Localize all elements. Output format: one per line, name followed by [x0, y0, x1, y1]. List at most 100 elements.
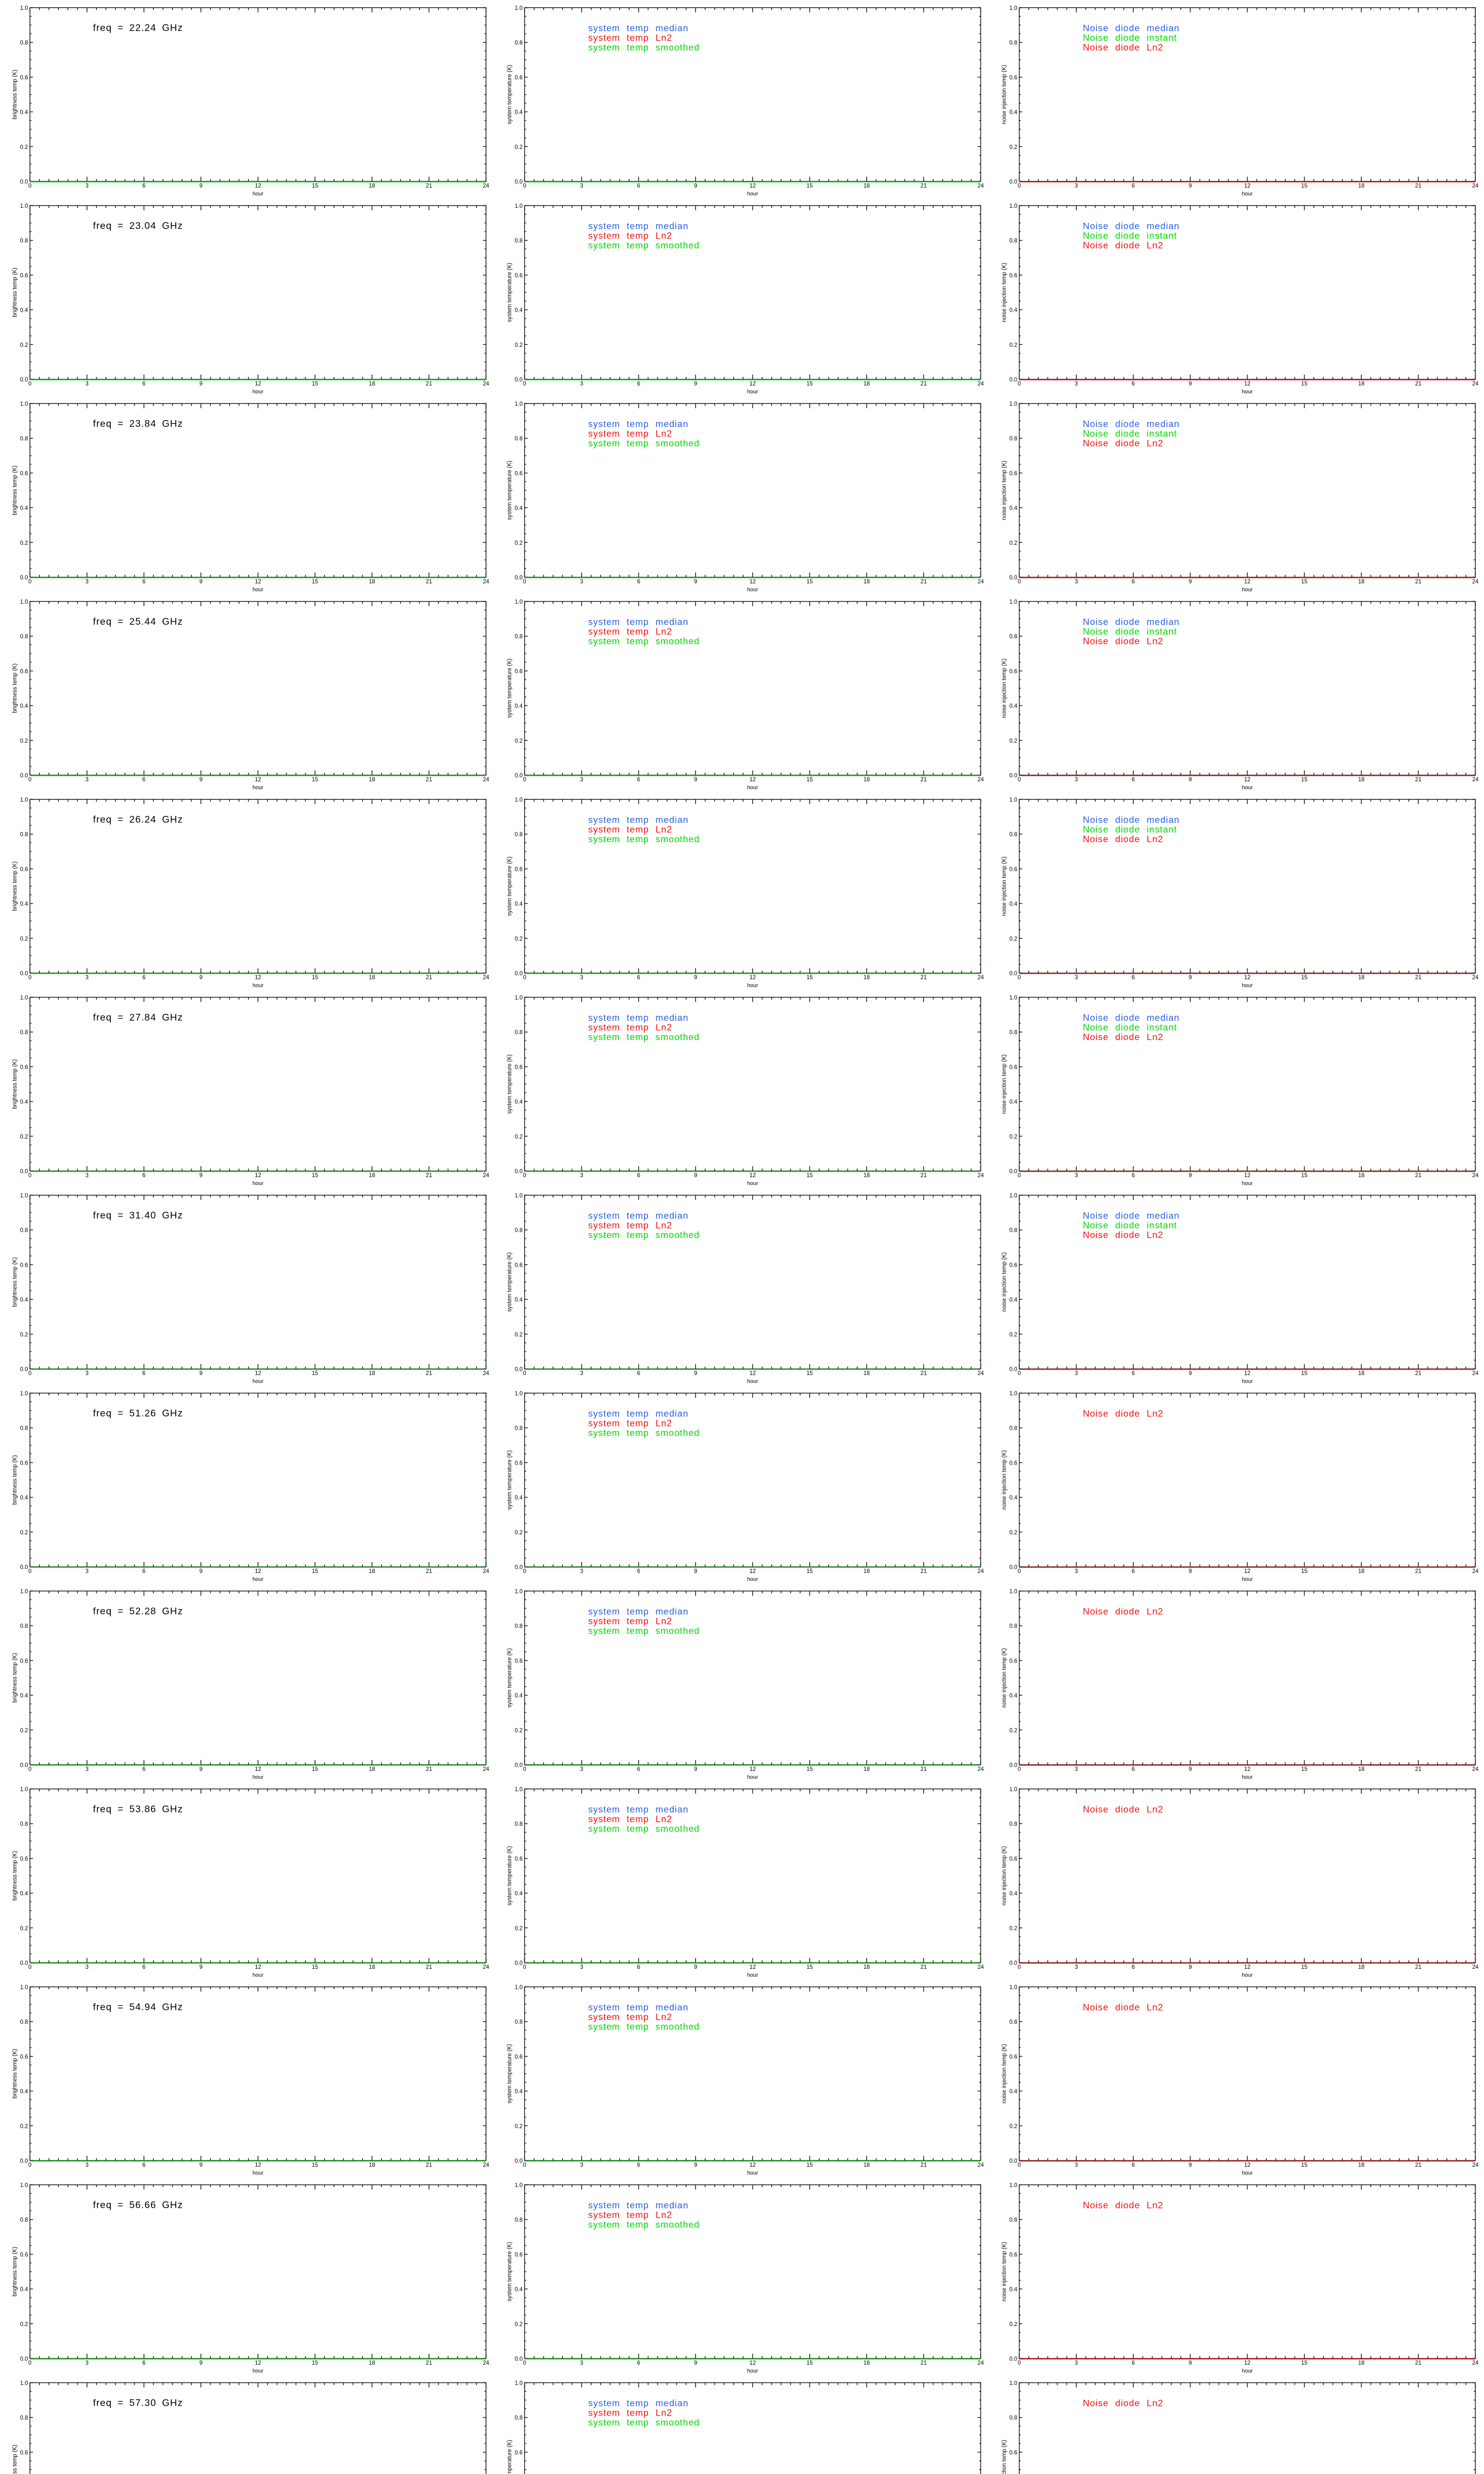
svg-text:0.0: 0.0 [20, 971, 28, 977]
svg-text:Noise diode instant: Noise diode instant [1083, 231, 1177, 241]
svg-text:3: 3 [86, 2360, 89, 2366]
svg-text:0.2: 0.2 [20, 936, 28, 942]
svg-text:Noise diode instant: Noise diode instant [1083, 626, 1177, 637]
svg-text:0.6: 0.6 [1010, 273, 1018, 279]
svg-text:0.4: 0.4 [20, 2089, 29, 2095]
svg-text:21: 21 [1415, 1569, 1422, 1574]
svg-text:1.0: 1.0 [20, 5, 28, 11]
svg-text:0.4: 0.4 [1010, 1891, 1018, 1897]
svg-text:0.8: 0.8 [1010, 2217, 1018, 2223]
svg-text:18: 18 [1358, 579, 1365, 585]
svg-text:0.8: 0.8 [1010, 1426, 1018, 1431]
svg-text:0.8: 0.8 [1010, 1030, 1018, 1036]
svg-text:24: 24 [977, 2360, 984, 2366]
svg-text:0.0: 0.0 [515, 575, 523, 581]
svg-text:6: 6 [142, 1371, 145, 1377]
svg-text:system temp Ln2: system temp Ln2 [588, 2210, 672, 2220]
svg-text:0.6: 0.6 [1010, 471, 1018, 476]
svg-text:12: 12 [1244, 2162, 1251, 2168]
svg-text:0.4: 0.4 [20, 1297, 29, 1303]
svg-text:21: 21 [1415, 183, 1422, 189]
svg-text:1.0: 1.0 [20, 1193, 28, 1199]
svg-text:12: 12 [1244, 2360, 1251, 2366]
svg-text:0.6: 0.6 [20, 866, 28, 872]
svg-text:1.0: 1.0 [515, 1985, 523, 1991]
svg-text:12: 12 [749, 1371, 756, 1377]
svg-text:24: 24 [977, 381, 984, 387]
svg-text:0.2: 0.2 [515, 2322, 523, 2328]
svg-text:system temp median: system temp median [588, 2002, 689, 2012]
svg-text:0.8: 0.8 [515, 2217, 523, 2223]
svg-text:6: 6 [637, 2360, 640, 2366]
svg-text:12: 12 [749, 381, 756, 387]
svg-text:0.6: 0.6 [515, 2054, 523, 2060]
svg-text:18: 18 [1358, 1766, 1365, 1772]
svg-text:6: 6 [637, 1766, 640, 1772]
svg-text:system temp smoothed: system temp smoothed [588, 2219, 699, 2230]
svg-text:0.2: 0.2 [515, 936, 523, 942]
svg-text:system temp Ln2: system temp Ln2 [588, 2408, 672, 2418]
svg-text:0: 0 [1018, 183, 1020, 189]
svg-text:24: 24 [483, 1371, 489, 1377]
svg-text:0.6: 0.6 [515, 75, 523, 81]
svg-text:0.6: 0.6 [1010, 1856, 1018, 1862]
svg-text:18: 18 [369, 579, 375, 585]
svg-text:6: 6 [1132, 975, 1135, 981]
svg-text:15: 15 [806, 1173, 813, 1179]
svg-text:0: 0 [28, 579, 31, 585]
svg-text:1.0: 1.0 [1010, 797, 1018, 803]
svg-text:hour: hour [747, 1181, 758, 1187]
svg-text:0.2: 0.2 [1010, 540, 1018, 546]
svg-text:18: 18 [864, 2162, 870, 2168]
svg-text:24: 24 [1472, 1569, 1479, 1574]
svg-text:0.2: 0.2 [20, 738, 28, 744]
svg-text:0.8: 0.8 [515, 2019, 523, 2025]
svg-text:3: 3 [580, 2360, 583, 2366]
svg-text:0: 0 [28, 975, 31, 981]
svg-text:12: 12 [1244, 1964, 1251, 1970]
svg-text:0.2: 0.2 [1010, 1728, 1018, 1734]
svg-text:hour: hour [747, 1379, 758, 1384]
svg-text:0: 0 [28, 183, 31, 189]
svg-text:9: 9 [694, 2162, 697, 2168]
svg-text:12: 12 [1244, 1569, 1251, 1574]
svg-text:0.8: 0.8 [20, 2019, 28, 2025]
svg-text:system temp Ln2: system temp Ln2 [588, 33, 672, 43]
svg-text:3: 3 [580, 1371, 583, 1377]
svg-text:12: 12 [749, 1173, 756, 1179]
svg-text:system temp Ln2: system temp Ln2 [588, 428, 672, 439]
svg-text:noise injection temp (K): noise injection temp (K) [1002, 2044, 1008, 2103]
svg-text:0.2: 0.2 [1010, 1530, 1018, 1536]
svg-text:hour: hour [747, 587, 758, 593]
svg-text:12: 12 [1244, 1371, 1251, 1377]
svg-text:brightness temp (K): brightness temp (K) [12, 1257, 18, 1307]
svg-text:0.6: 0.6 [20, 2450, 28, 2456]
svg-text:0.2: 0.2 [20, 1332, 28, 1338]
svg-text:0: 0 [523, 777, 526, 783]
svg-text:hour: hour [252, 1576, 263, 1582]
svg-text:12: 12 [255, 1173, 261, 1179]
svg-text:6: 6 [142, 1964, 145, 1970]
svg-text:9: 9 [199, 2162, 202, 2168]
svg-text:hour: hour [747, 191, 758, 197]
svg-text:hour: hour [747, 2368, 758, 2374]
svg-text:system temp median: system temp median [588, 419, 689, 429]
svg-text:18: 18 [1358, 777, 1365, 783]
svg-text:0.0: 0.0 [1010, 1762, 1018, 1768]
svg-text:system temp Ln2: system temp Ln2 [588, 2012, 672, 2022]
svg-text:0.6: 0.6 [20, 471, 28, 476]
svg-text:6: 6 [1132, 777, 1135, 783]
svg-text:15: 15 [806, 1766, 813, 1772]
svg-text:18: 18 [1358, 2360, 1365, 2366]
svg-text:Noise diode Ln2: Noise diode Ln2 [1083, 42, 1163, 52]
svg-text:system temperature (K): system temperature (K) [507, 1054, 513, 1114]
svg-text:0.6: 0.6 [1010, 866, 1018, 872]
svg-text:0: 0 [523, 2360, 526, 2366]
svg-text:brightness temp (K): brightness temp (K) [12, 2247, 18, 2297]
svg-text:system temp smoothed: system temp smoothed [588, 1823, 699, 1834]
svg-text:1.0: 1.0 [1010, 1985, 1018, 1991]
svg-text:9: 9 [694, 1371, 697, 1377]
svg-text:0.0: 0.0 [1010, 179, 1018, 185]
svg-text:12: 12 [1244, 579, 1251, 585]
svg-text:Noise diode Ln2: Noise diode Ln2 [1083, 240, 1163, 250]
